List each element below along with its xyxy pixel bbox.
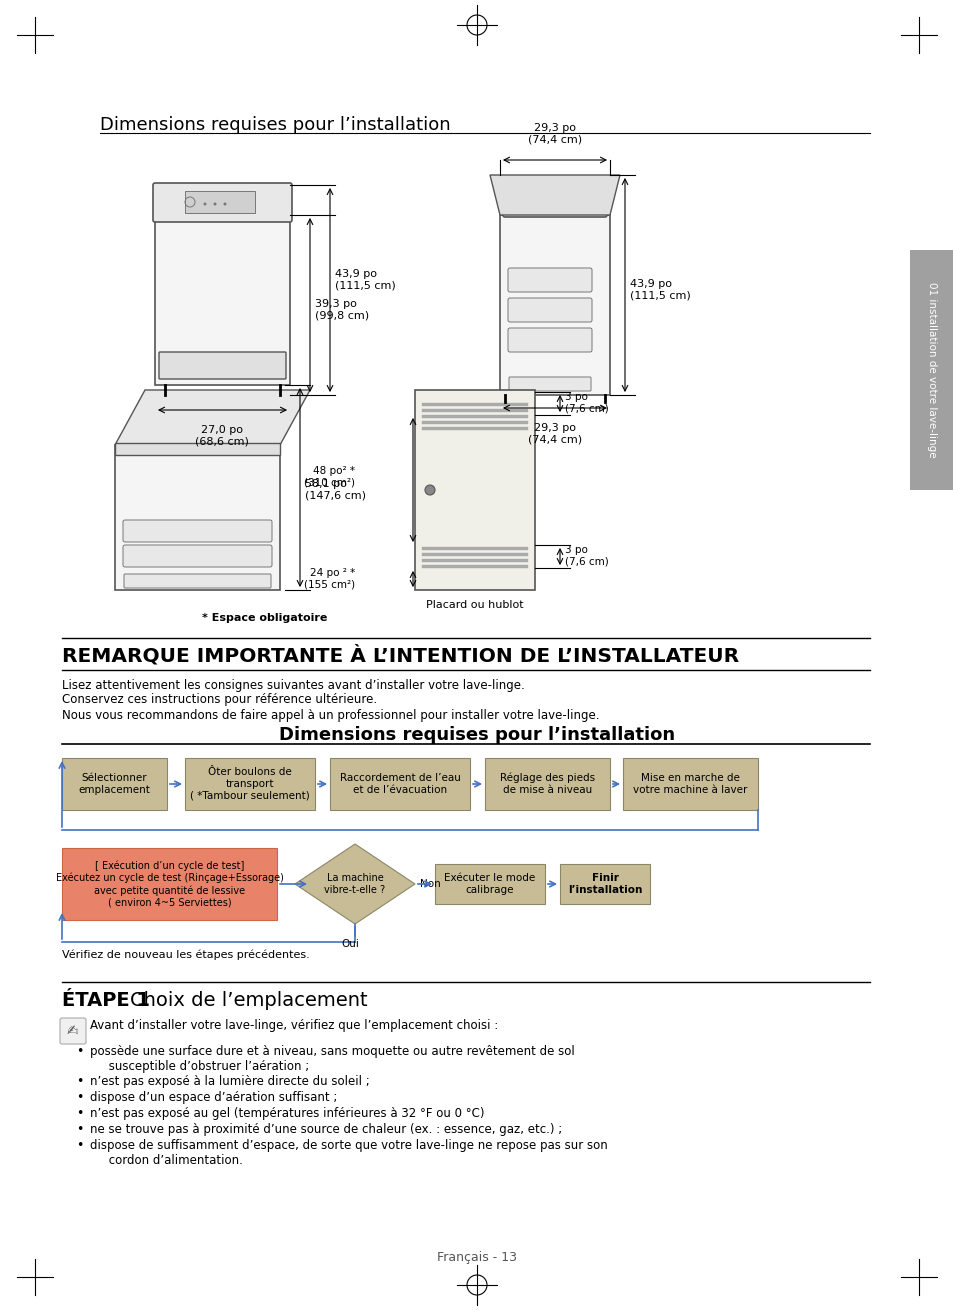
Text: dispose d’un espace d’aération suffisant ;: dispose d’un espace d’aération suffisant…: [90, 1092, 337, 1103]
Text: Lisez attentivement les consignes suivantes avant d’installer votre lave-linge.: Lisez attentivement les consignes suivan…: [62, 678, 524, 691]
FancyBboxPatch shape: [159, 352, 286, 379]
Text: Oui: Oui: [341, 939, 358, 949]
Text: •: •: [76, 1092, 84, 1103]
Text: 29,3 po
(74,4 cm): 29,3 po (74,4 cm): [527, 422, 581, 445]
Text: •: •: [76, 1107, 84, 1120]
Bar: [909, 251, 953, 489]
Text: 29,3 po
(74,4 cm): 29,3 po (74,4 cm): [527, 123, 581, 146]
Bar: [421, 559, 527, 562]
Text: •: •: [76, 1139, 84, 1152]
FancyBboxPatch shape: [435, 865, 544, 904]
Bar: [415, 390, 535, 590]
Text: 3 po
(7,6 cm): 3 po (7,6 cm): [564, 392, 608, 413]
Text: Français - 13: Français - 13: [436, 1250, 517, 1263]
Text: 27,0 po
(68,6 cm): 27,0 po (68,6 cm): [194, 425, 249, 446]
Circle shape: [223, 202, 226, 206]
FancyBboxPatch shape: [62, 848, 276, 920]
FancyBboxPatch shape: [152, 182, 292, 222]
Text: Finir
l’installation: Finir l’installation: [567, 874, 641, 895]
Bar: [421, 552, 527, 556]
Text: Vérifiez de nouveau les étapes précédentes.: Vérifiez de nouveau les étapes précédent…: [62, 950, 310, 960]
Text: n’est pas exposé à la lumière directe du soleil ;: n’est pas exposé à la lumière directe du…: [90, 1075, 370, 1088]
Text: ne se trouve pas à proximité d’une source de chaleur (ex. : essence, gaz, etc.) : ne se trouve pas à proximité d’une sourc…: [90, 1123, 561, 1136]
Text: Non: Non: [419, 879, 440, 890]
Text: •: •: [76, 1123, 84, 1136]
Text: Dimensions requises pour l’installation: Dimensions requises pour l’installation: [100, 115, 450, 134]
Circle shape: [424, 485, 435, 495]
Polygon shape: [294, 844, 415, 924]
Bar: [421, 409, 527, 412]
Bar: [421, 415, 527, 419]
Bar: [154, 205, 290, 384]
Polygon shape: [115, 390, 310, 445]
FancyBboxPatch shape: [484, 758, 609, 810]
Bar: [421, 421, 527, 424]
Bar: [421, 565, 527, 568]
FancyBboxPatch shape: [507, 328, 592, 352]
FancyBboxPatch shape: [330, 758, 470, 810]
Text: dispose de suffisamment d’espace, de sorte que votre lave-linge ne repose pas su: dispose de suffisamment d’espace, de sor…: [90, 1139, 607, 1166]
Text: Dimensions requises pour l’installation: Dimensions requises pour l’installation: [278, 726, 675, 744]
Text: Ôter boulons de
transport
( *Tambour seulement): Ôter boulons de transport ( *Tambour seu…: [190, 768, 310, 800]
FancyBboxPatch shape: [123, 520, 272, 542]
Text: [ Exécution d’un cycle de test]
Exécutez un cycle de test (Rinçage+Essorage)
ave: [ Exécution d’un cycle de test] Exécutez…: [55, 861, 283, 908]
Text: Raccordement de l’eau
et de l’évacuation: Raccordement de l’eau et de l’évacuation: [339, 773, 460, 795]
FancyBboxPatch shape: [124, 575, 271, 588]
FancyBboxPatch shape: [507, 268, 592, 293]
FancyBboxPatch shape: [559, 865, 649, 904]
Text: 43,9 po
(111,5 cm): 43,9 po (111,5 cm): [335, 269, 395, 291]
FancyBboxPatch shape: [507, 298, 592, 321]
FancyBboxPatch shape: [60, 1018, 86, 1044]
Text: 43,9 po
(111,5 cm): 43,9 po (111,5 cm): [629, 279, 690, 300]
FancyBboxPatch shape: [123, 544, 272, 567]
Text: La machine
vibre-t-elle ?: La machine vibre-t-elle ?: [324, 874, 385, 895]
Bar: [185, 192, 254, 213]
Text: Sélectionner
emplacement: Sélectionner emplacement: [78, 773, 151, 795]
Text: •: •: [76, 1075, 84, 1088]
Text: Choix de l’emplacement: Choix de l’emplacement: [130, 991, 367, 1009]
Text: ✍: ✍: [67, 1023, 79, 1038]
Text: 58,1 po
(147,6 cm): 58,1 po (147,6 cm): [305, 479, 366, 501]
Text: Conservez ces instructions pour référence ultérieure.: Conservez ces instructions pour référenc…: [62, 694, 376, 706]
Text: * Espace obligatoire: * Espace obligatoire: [202, 613, 327, 623]
Text: 48 po² *
(310 cm²): 48 po² * (310 cm²): [304, 466, 355, 488]
FancyBboxPatch shape: [509, 377, 590, 391]
Text: Réglage des pieds
de mise à niveau: Réglage des pieds de mise à niveau: [499, 773, 595, 795]
Text: Nous vous recommandons de faire appel à un professionnel pour installer votre la: Nous vous recommandons de faire appel à …: [62, 708, 598, 722]
Bar: [421, 547, 527, 550]
Circle shape: [203, 202, 206, 206]
Text: 3 po
(7,6 cm): 3 po (7,6 cm): [564, 546, 608, 567]
Bar: [499, 215, 609, 395]
Text: 24 po ² *
(155 cm²): 24 po ² * (155 cm²): [304, 568, 355, 590]
Bar: [115, 443, 280, 455]
Text: Exécuter le mode
calibrage: Exécuter le mode calibrage: [444, 874, 535, 895]
Circle shape: [213, 202, 216, 206]
Bar: [115, 445, 280, 590]
Text: n’est pas exposé au gel (températures inférieures à 32 °F ou 0 °C): n’est pas exposé au gel (températures in…: [90, 1107, 484, 1120]
Text: Placard ou hublot: Placard ou hublot: [426, 600, 523, 610]
FancyBboxPatch shape: [502, 188, 606, 216]
Polygon shape: [490, 174, 619, 215]
FancyBboxPatch shape: [62, 758, 167, 810]
Text: REMARQUE IMPORTANTE À L’INTENTION DE L’INSTALLATEUR: REMARQUE IMPORTANTE À L’INTENTION DE L’I…: [62, 644, 739, 665]
FancyBboxPatch shape: [622, 758, 758, 810]
Bar: [421, 426, 527, 430]
Text: possède une surface dure et à niveau, sans moquette ou autre revêtement de sol
 : possède une surface dure et à niveau, sa…: [90, 1044, 574, 1073]
Text: ÉTAPE 1: ÉTAPE 1: [62, 991, 150, 1009]
Text: Avant d’installer votre lave-linge, vérifiez que l’emplacement choisi :: Avant d’installer votre lave-linge, véri…: [90, 1018, 497, 1031]
Text: 01 installation de votre lave-linge: 01 installation de votre lave-linge: [926, 282, 936, 458]
Text: 39,3 po
(99,8 cm): 39,3 po (99,8 cm): [314, 299, 369, 321]
Bar: [421, 403, 527, 405]
Text: Mise en marche de
votre machine à laver: Mise en marche de votre machine à laver: [633, 773, 747, 795]
FancyBboxPatch shape: [185, 758, 314, 810]
Text: •: •: [76, 1044, 84, 1057]
